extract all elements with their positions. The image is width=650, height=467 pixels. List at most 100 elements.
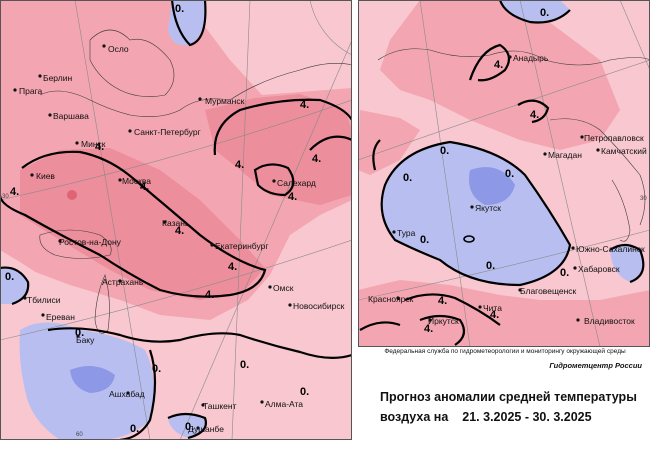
isotherm-label: 4. (424, 323, 433, 335)
isotherm-label: 0. (486, 260, 495, 272)
forecast-date-range: 21. 3.2025 - 30. 3.2025 (462, 410, 592, 424)
isotherm-label: 0. (300, 386, 309, 398)
west-map-panel: 4. 4. 4. 4. 4. 4. 4. 4. 4. 4. 0. 0. 0. 0… (0, 0, 352, 440)
isotherm-label: 0. (505, 168, 514, 180)
west-hot-spot (67, 190, 77, 200)
asia-isotherm-0 (119, 349, 157, 440)
city-label: Прага (19, 86, 42, 96)
west-cold-zone (0, 267, 29, 304)
city-label: Баку (76, 335, 95, 345)
north-isotherm-4 (213, 98, 352, 156)
east-south-warm-zone (358, 280, 650, 347)
baltic-coast (39, 90, 231, 117)
scandinavia-coast (89, 29, 175, 97)
isotherm-label: 4. (10, 186, 19, 198)
city-label: Якутск (475, 203, 501, 213)
city-label: Тбилиси (27, 295, 61, 305)
pamir-cold-zone (168, 414, 206, 438)
isotherm-label: 4. (205, 289, 214, 301)
siberia-isotherm-0 (380, 140, 572, 287)
pacific-cold-zone (610, 245, 644, 282)
city-label: Мурманск (205, 96, 245, 106)
city-label: Новосибирск (293, 301, 345, 311)
isotherm-label: 0. (240, 359, 249, 371)
east-latitude-1 (358, 59, 650, 161)
west-meridian-1 (74, 0, 151, 440)
east-arctic-coast (377, 48, 650, 66)
city-label: Ереван (46, 312, 75, 322)
city-label: Чита (483, 303, 502, 313)
irkutsk-isotherm-4 (419, 314, 466, 346)
arctic-coast (229, 63, 352, 101)
west-meridian-3 (179, 39, 352, 440)
west-strong-warm-zone (20, 148, 265, 300)
city-label: Камчатский (601, 146, 647, 156)
isotherm-label: 4. (490, 309, 499, 321)
city-label: Благовещенск (520, 286, 577, 296)
city-label: Тура (397, 228, 416, 238)
city-label: Омск (273, 283, 294, 293)
isotherm-label: 0. (185, 421, 194, 433)
isotherm-label: 4. (300, 99, 309, 111)
isotherm-label: 4. (494, 59, 503, 71)
isotherm-label: 0. (440, 145, 449, 157)
isotherm-label: 0. (5, 271, 14, 283)
city-label: Казань (162, 218, 190, 228)
east-meridian-1 (419, 0, 471, 347)
isotherm-label: 4. (95, 141, 104, 153)
city-label: Ашхабад (109, 389, 145, 399)
city-label: Красноярск (368, 294, 414, 304)
east-warm-zone (380, 0, 620, 150)
west-isotherm-4a (0, 150, 267, 298)
city-label: Минск (81, 139, 106, 149)
pacific-isotherm-0 (609, 243, 645, 284)
isotherm-label: 4. (228, 261, 237, 273)
central-asia-core (70, 366, 115, 393)
siberia-cold-core (469, 167, 515, 205)
okhotsk-coast (549, 118, 646, 226)
city-label: Алма-Ата (265, 399, 303, 409)
subtitle-prefix: воздуха на (380, 410, 449, 424)
city-label: Киев (36, 171, 55, 181)
city-label: Анадырь (513, 53, 549, 63)
isotherm-label: 0. (130, 423, 139, 435)
west-isotherm-0 (0, 266, 30, 306)
isotherm-label: 0. (420, 234, 429, 246)
west-edge-isotherm-0 (372, 139, 381, 171)
isotherm-label: 4. (140, 181, 149, 193)
black-sea-coast (39, 229, 112, 259)
agency-name: Федеральная служба по гидрометеорологии … (384, 348, 626, 355)
city-label: Варшава (53, 111, 89, 121)
chukotka-isotherm-0 (498, 0, 571, 24)
city-label: Санкт-Петербург (134, 127, 201, 137)
graticule-label: 60 (76, 432, 83, 438)
city-label: Ташкент (203, 401, 237, 411)
city-label: Берлин (43, 73, 72, 83)
city-label: Ростов-на-Дону (59, 237, 122, 247)
east-meridian-2 (519, 0, 601, 347)
isotherm-label: 4. (288, 191, 297, 203)
east-latitude-2 (358, 229, 650, 301)
caption-box: Федеральная служба по гидрометеорологии … (362, 348, 648, 465)
city-label: Иркутск (428, 316, 459, 326)
west-meridian-2 (231, 0, 251, 440)
east-edge-isotherm-4 (309, 135, 352, 151)
city-label: Южно-Сахалинск (576, 244, 645, 254)
city-label: Астрахань (102, 277, 144, 287)
siberia-cold-zone (381, 142, 570, 285)
west-map-frame (0, 0, 352, 440)
west-latitude-2 (0, 239, 352, 341)
isotherm-label: 4. (235, 159, 244, 171)
east-cities: Анадырь Петропавловск Магадан Камчатский… (368, 53, 647, 326)
center-name: Гидрометцентр России (549, 361, 642, 370)
isotherm-label: 0. (403, 172, 412, 184)
sakhalin-coast (611, 179, 631, 242)
isotherm-label: 0. (175, 3, 184, 15)
isotherm-label: 0. (540, 7, 549, 19)
city-label: Осло (108, 44, 129, 54)
magadan-isotherm-4 (517, 99, 550, 124)
map-title: Прогноз аномалии средней температуры (380, 390, 637, 404)
isotherm-label: 0. (560, 267, 569, 279)
city-label: Душанбе (188, 424, 224, 434)
